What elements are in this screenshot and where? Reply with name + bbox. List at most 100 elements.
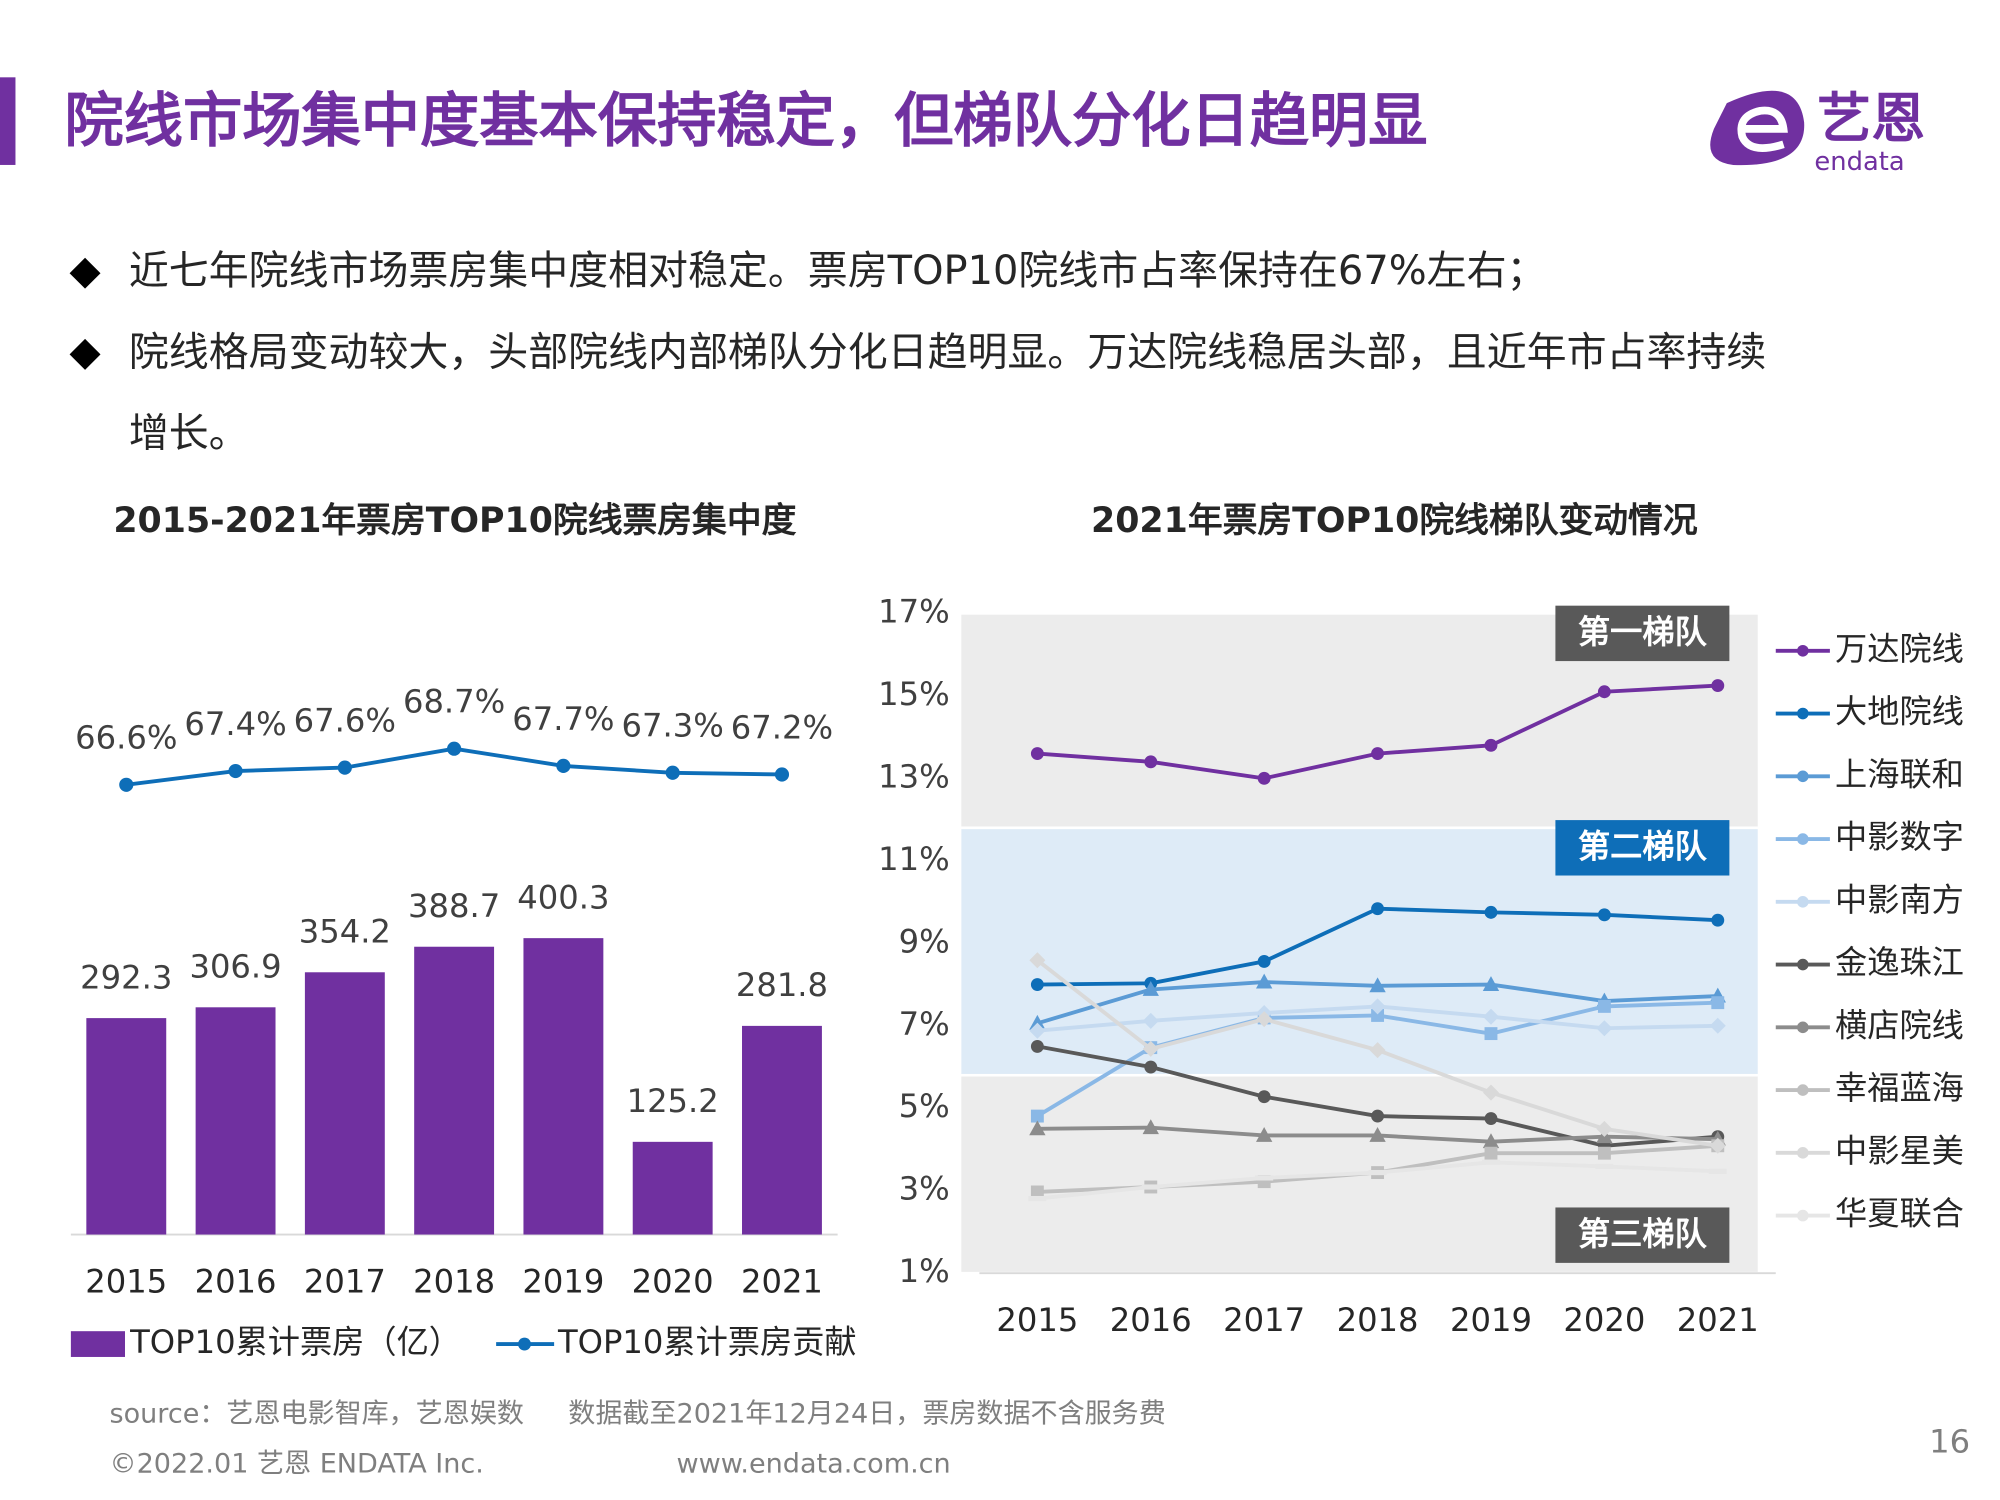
- marker: [1708, 1168, 1727, 1174]
- marker: [1141, 1184, 1160, 1190]
- chart-title: 2015-2021年票房TOP10院线票房集中度: [113, 501, 796, 541]
- marker: [1029, 952, 1046, 969]
- y-tick-label: 7%: [899, 1005, 950, 1043]
- marker: [1595, 1163, 1614, 1169]
- marker: [1484, 905, 1498, 919]
- bar: [86, 1018, 167, 1235]
- page-number: 16: [1929, 1422, 1970, 1460]
- y-tick-label: 3%: [899, 1170, 950, 1208]
- logo-text: endata: [1814, 147, 1904, 177]
- legend-label: 万达院线: [1835, 630, 1964, 668]
- legend-marker: [1797, 1084, 1809, 1096]
- x-tick-label: 2016: [195, 1263, 277, 1301]
- data-label: 67.2%: [731, 708, 833, 746]
- marker: [1142, 981, 1159, 996]
- legend-marker: [1797, 1021, 1809, 1034]
- legend-label: 金逸珠江: [1835, 944, 1964, 982]
- legend-marker: [1797, 958, 1809, 971]
- x-tick-label: 2018: [413, 1263, 495, 1301]
- legend-label: 中影南方: [1835, 881, 1964, 919]
- marker: [1030, 747, 1044, 761]
- marker: [1371, 902, 1385, 916]
- footer-source: source：艺恩电影智库，艺恩娱数: [110, 1398, 524, 1429]
- marker: [1711, 913, 1725, 927]
- slide-title: 院线市场集中度基本保持稳定，但梯队分化日趋明显: [64, 86, 1427, 155]
- marker: [1369, 1127, 1386, 1142]
- data-label: 388.7: [408, 887, 500, 925]
- marker: [1028, 1195, 1047, 1202]
- marker: [1029, 1120, 1046, 1136]
- logo-name: 艺恩: [1817, 87, 1925, 150]
- legend-label: TOP10累计票房贡献: [557, 1323, 857, 1361]
- data-label: 67.4%: [184, 705, 286, 743]
- marker: [1597, 685, 1611, 699]
- bar: [195, 1007, 276, 1235]
- tier-label: 第三梯队: [1578, 1215, 1708, 1253]
- data-label: 306.9: [189, 948, 281, 986]
- marker: [1371, 1109, 1385, 1123]
- tier-label-box: [1555, 1207, 1730, 1263]
- title-bar: [0, 77, 16, 165]
- marker: [1030, 1109, 1044, 1123]
- bullet-icon: [69, 257, 101, 289]
- x-tick-label: 2020: [632, 1263, 714, 1301]
- marker: [1257, 955, 1271, 968]
- data-label: 281.8: [736, 966, 828, 1004]
- marker: [119, 777, 134, 792]
- bullet-text: 院线格局变动较大，头部院线内部梯队分化日趋明显。万达院线稳居头部，且近年市占率持…: [129, 329, 1766, 375]
- x-tick-label: 2017: [1223, 1301, 1305, 1339]
- marker: [1596, 1020, 1613, 1037]
- marker: [1482, 976, 1500, 991]
- data-label: 125.2: [627, 1082, 719, 1120]
- data-label: 67.7%: [512, 700, 614, 738]
- data-label: 67.3%: [622, 707, 724, 745]
- marker: [1255, 973, 1273, 989]
- y-tick-label: 11%: [878, 840, 950, 878]
- y-tick-label: 9%: [899, 922, 950, 960]
- x-tick-label: 2015: [85, 1263, 167, 1301]
- marker: [337, 760, 352, 775]
- marker: [1482, 1008, 1499, 1025]
- legend-label: 中影数字: [1835, 818, 1964, 856]
- footer-url: www.endata.com.cn: [677, 1449, 951, 1480]
- x-tick-label: 2021: [741, 1263, 823, 1301]
- tier-label-box: [1555, 605, 1730, 662]
- marker: [1256, 1011, 1273, 1028]
- marker: [1030, 1039, 1044, 1053]
- marker: [665, 765, 680, 780]
- legend-marker: [1797, 707, 1809, 720]
- marker: [1711, 996, 1725, 1010]
- legend-label: 中影星美: [1835, 1132, 1964, 1170]
- marker: [774, 767, 790, 782]
- marker: [556, 758, 571, 773]
- legend-label: TOP10累计票房（亿）: [129, 1323, 461, 1361]
- marker: [1257, 771, 1271, 785]
- marker: [1368, 1169, 1387, 1176]
- legend-marker: [1797, 1209, 1809, 1222]
- x-tick-label: 2020: [1563, 1301, 1645, 1339]
- footer-copyright: ©2022.01 艺恩 ENDATA Inc.: [110, 1449, 484, 1480]
- marker: [1369, 977, 1386, 993]
- footer-note: 数据截至2021年12月24日，票房数据不含服务费: [568, 1398, 1165, 1429]
- marker: [1484, 738, 1498, 752]
- bar: [632, 1141, 713, 1235]
- x-tick-label: 2019: [522, 1263, 604, 1301]
- legend-marker: [1797, 644, 1809, 657]
- data-label: 354.2: [299, 913, 391, 951]
- legend-swatch: [70, 1331, 125, 1357]
- legend-label: 大地院线: [1835, 693, 1964, 731]
- marker: [1255, 1175, 1274, 1181]
- legend-marker: [518, 1337, 531, 1351]
- marker: [447, 741, 462, 756]
- bar: [304, 972, 385, 1235]
- marker: [1484, 1146, 1498, 1160]
- data-label: 67.6%: [294, 702, 396, 740]
- marker: [1481, 1159, 1500, 1165]
- data-label: 292.3: [80, 958, 172, 996]
- marker: [1142, 1040, 1159, 1057]
- marker: [1144, 1060, 1158, 1074]
- x-tick-label: 2021: [1677, 1301, 1759, 1339]
- legend-marker: [1797, 896, 1809, 908]
